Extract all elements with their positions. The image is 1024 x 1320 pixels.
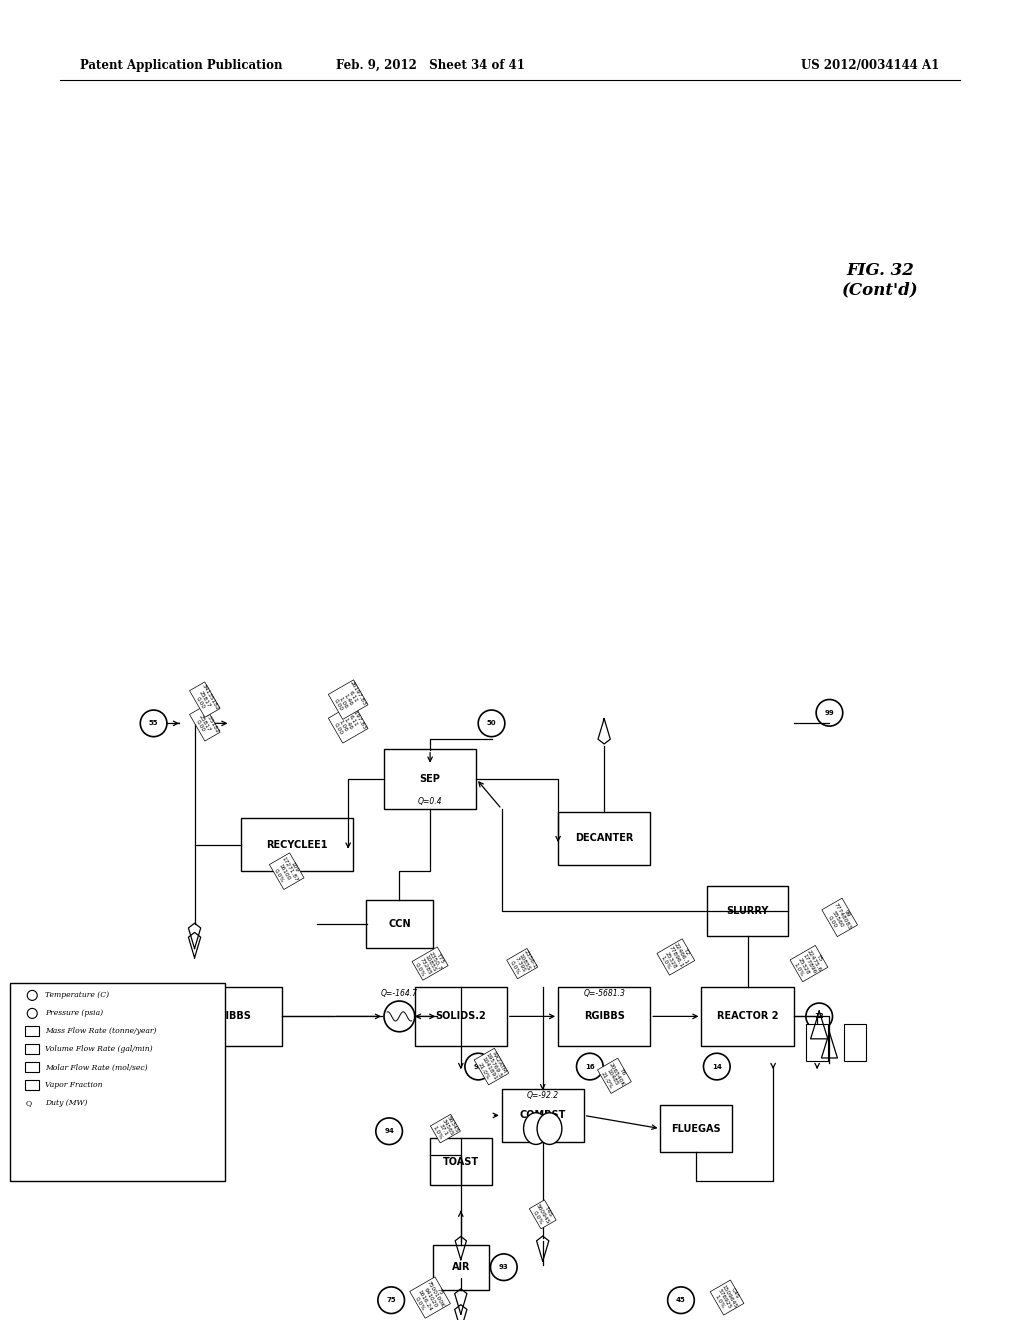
Bar (432, 1245, 489, 1290)
Text: T5
22475.6
177896
25328
1.0%: T5 22475.6 177896 25328 1.0% (791, 946, 827, 981)
Text: Molar Flow Rate (mol/sec): Molar Flow Rate (mol/sec) (45, 1064, 147, 1072)
Text: 80: 80 (148, 1133, 159, 1138)
Bar (707, 886, 788, 936)
Bar (26, 1044, 39, 1055)
Text: 99: 99 (824, 710, 835, 715)
Bar (558, 987, 650, 1045)
Text: Duty (MW): Duty (MW) (45, 1100, 88, 1107)
Text: T77
23507.38
10855
72385
0.0%: T77 23507.38 10855 72385 0.0% (160, 997, 199, 1036)
Text: 55: 55 (148, 721, 159, 726)
Text: 14: 14 (712, 1064, 722, 1069)
Bar (415, 987, 507, 1045)
Bar (26, 1027, 39, 1036)
Text: 93: 93 (499, 1265, 509, 1270)
Text: Q: Q (26, 1100, 32, 1107)
Text: Pressure (psia): Pressure (psia) (45, 1010, 103, 1018)
Text: RX2ATM
195769.5
1041891
21.0%: RX2ATM 195769.5 1041891 21.0% (475, 1049, 508, 1084)
Text: Vapor Fraction: Vapor Fraction (45, 1081, 102, 1089)
Bar (502, 1089, 584, 1142)
Text: Q=0.0: Q=0.0 (180, 1052, 205, 1060)
Bar (430, 1138, 492, 1185)
Text: US 2012/0034144 A1: US 2012/0034144 A1 (801, 58, 939, 71)
Text: Q=0.4: Q=0.4 (418, 797, 442, 805)
Text: 75: 75 (386, 1298, 396, 1303)
Ellipse shape (538, 1113, 562, 1144)
Text: T75
2350.7
1085S
73285
0.0%: T75 2350.7 1085S 73285 0.0% (413, 948, 447, 979)
Text: Q=-164.7: Q=-164.7 (381, 990, 418, 998)
Text: Temperature (C): Temperature (C) (45, 991, 110, 999)
Text: 109
17271.87
16100
0.0%: 109 17271.87 16100 0.0% (270, 854, 303, 888)
Text: T6
206540K
10485
21.0%: T6 206540K 10485 21.0% (598, 1059, 631, 1093)
Text: 26197.83
6.11
1.46
1.06
0.00: 26197.83 6.11 1.46 1.06 0.00 (329, 681, 368, 718)
Text: TOAST: TOAST (442, 1156, 479, 1167)
Bar (179, 987, 282, 1045)
Text: 2356-1
1085S
7.39S
0.0%: 2356-1 1085S 7.39S 0.0% (507, 949, 538, 978)
Text: T4S
56094S
0.0%: T4S 56094S 0.0% (530, 1201, 555, 1228)
Text: AIR: AIR (452, 1262, 470, 1272)
Text: 12: 12 (814, 1014, 824, 1019)
Bar (26, 1063, 39, 1072)
Text: SLURRY: SLURRY (726, 906, 769, 916)
Text: 50: 50 (486, 721, 497, 726)
Text: Volume Flow Rate (gal/min): Volume Flow Rate (gal/min) (45, 1045, 153, 1053)
Text: SEP: SEP (420, 774, 440, 784)
Bar (844, 1024, 866, 1061)
Bar (10, 983, 225, 1181)
Text: MX1: MX1 (184, 1039, 201, 1047)
Text: FIG. 32
(Cont'd): FIG. 32 (Cont'd) (842, 261, 919, 298)
Bar (660, 1105, 732, 1152)
Text: RGIBBS: RGIBBS (210, 1011, 251, 1022)
Text: FLUEGAS: FLUEGAS (672, 1123, 721, 1134)
Text: 99
77748083
55560
0.00: 99 77748083 55560 0.00 (822, 899, 857, 936)
Text: COMBST: COMBST (519, 1110, 566, 1121)
Text: 45: 45 (676, 1298, 686, 1303)
Text: 56345
34565
37.1
1.0%: 56345 34565 37.1 1.0% (431, 1115, 460, 1142)
Bar (241, 818, 353, 871)
Text: 95: 95 (473, 1064, 483, 1069)
Text: RGIBBS: RGIBBS (584, 1011, 625, 1022)
Text: CCN: CCN (388, 919, 411, 929)
Text: 80: 80 (148, 1014, 159, 1019)
Text: C4S
150964S
576925
1.0%: C4S 150964S 576925 1.0% (711, 1280, 743, 1315)
Text: Q=-5681.3: Q=-5681.3 (584, 990, 625, 998)
Text: Mass Flow Rate (tonne/year): Mass Flow Rate (tonne/year) (45, 1027, 157, 1035)
Text: RECYCLEE1: RECYCLEE1 (266, 840, 328, 850)
Text: 16: 16 (585, 1064, 595, 1069)
Bar (367, 900, 433, 948)
Text: 34135182
25817
0.00: 34135182 25817 0.00 (190, 706, 219, 741)
Bar (558, 812, 650, 865)
Text: REACTOR 2: REACTOR 2 (717, 1011, 778, 1022)
Text: Q=-92.2: Q=-92.2 (526, 1092, 559, 1100)
Text: 75
7500100K
641020
1616.24
0.0%: 75 7500100K 641020 1616.24 0.0% (411, 1278, 450, 1317)
Bar (26, 1080, 39, 1090)
Text: 26197.83
6.11
1.46
1.06
0.00: 26197.83 6.11 1.46 1.06 0.00 (329, 705, 368, 742)
Text: DECANTER: DECANTER (574, 833, 634, 843)
Text: Patent Application Publication: Patent Application Publication (80, 58, 283, 71)
Text: T2
22466.1
77896.1
25328
1.0%: T2 22466.1 77896.1 25328 1.0% (657, 940, 694, 974)
Ellipse shape (523, 1113, 549, 1144)
Bar (384, 748, 476, 808)
Bar (806, 1024, 828, 1061)
Text: 34135182
25817
0.00: 34135182 25817 0.00 (190, 682, 219, 717)
Bar (701, 987, 794, 1045)
Text: SOLIDS.2: SOLIDS.2 (435, 1011, 486, 1022)
Text: Feb. 9, 2012   Sheet 34 of 41: Feb. 9, 2012 Sheet 34 of 41 (336, 58, 524, 71)
Text: 94: 94 (384, 1129, 394, 1134)
